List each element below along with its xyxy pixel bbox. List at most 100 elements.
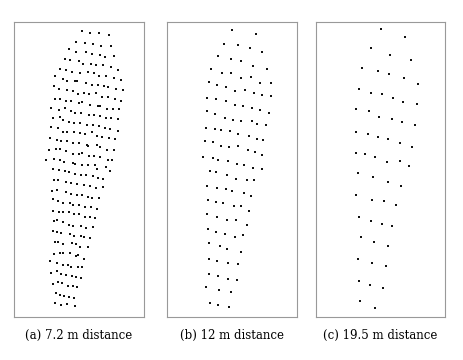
Point (205, 80, 213, 85)
Point (354, 214, 362, 220)
Point (86, 102, 94, 108)
Point (76, 244, 84, 250)
Point (46, 135, 54, 141)
Point (82, 225, 90, 231)
Point (66, 231, 74, 237)
Point (57, 302, 64, 308)
Point (59, 219, 67, 225)
Point (253, 121, 260, 127)
Point (95, 123, 102, 129)
Point (385, 52, 393, 58)
Point (64, 262, 71, 268)
Point (98, 94, 106, 100)
Point (81, 214, 88, 220)
Point (239, 232, 247, 238)
Point (48, 188, 56, 194)
Point (247, 75, 254, 80)
Point (115, 106, 122, 112)
Point (57, 231, 65, 237)
Point (61, 159, 68, 165)
Point (47, 270, 54, 276)
Point (55, 86, 63, 91)
Point (90, 112, 98, 118)
Point (56, 209, 63, 215)
Point (71, 172, 79, 177)
Point (213, 53, 221, 58)
Point (211, 111, 219, 117)
Point (52, 290, 60, 296)
Point (51, 239, 58, 244)
Point (68, 108, 75, 114)
Point (75, 59, 82, 64)
Point (74, 252, 81, 258)
Point (209, 155, 216, 161)
Point (358, 65, 365, 71)
Point (83, 141, 91, 147)
Point (243, 177, 250, 183)
Point (63, 138, 71, 144)
Point (84, 143, 92, 149)
Point (231, 88, 238, 94)
Point (75, 203, 82, 208)
Point (62, 273, 69, 278)
Point (224, 260, 231, 266)
Point (85, 153, 92, 159)
Point (101, 125, 109, 131)
Point (212, 199, 219, 205)
Point (65, 46, 73, 52)
Point (202, 284, 209, 290)
Point (374, 114, 382, 120)
Point (56, 96, 64, 102)
Point (237, 249, 244, 255)
Point (214, 273, 221, 279)
Point (219, 200, 226, 206)
Point (267, 80, 274, 86)
Point (68, 273, 75, 278)
Point (69, 140, 76, 146)
Point (71, 78, 79, 84)
Point (110, 53, 117, 59)
Point (213, 96, 220, 102)
Point (231, 234, 238, 240)
Point (389, 95, 396, 101)
Point (111, 136, 119, 142)
Point (96, 154, 103, 160)
Point (203, 211, 211, 216)
Point (384, 71, 392, 77)
Point (226, 70, 234, 76)
Point (75, 211, 82, 216)
Point (55, 279, 62, 285)
Point (61, 168, 68, 174)
Point (49, 116, 56, 121)
Point (232, 277, 240, 283)
Point (92, 62, 99, 68)
Point (211, 126, 218, 132)
Point (75, 91, 82, 97)
Point (69, 223, 77, 229)
Point (110, 147, 118, 152)
Point (86, 214, 93, 220)
Point (54, 188, 61, 193)
Point (356, 298, 363, 304)
Point (265, 111, 272, 116)
Point (64, 283, 71, 288)
Point (101, 54, 109, 60)
Point (80, 256, 88, 262)
Point (77, 275, 85, 281)
Point (204, 197, 211, 203)
Point (250, 91, 257, 96)
Point (102, 116, 110, 121)
Point (81, 131, 88, 137)
Text: (b) 12 m distance: (b) 12 m distance (180, 329, 283, 342)
Point (51, 96, 58, 102)
Point (71, 303, 78, 309)
Point (251, 149, 258, 155)
Point (68, 240, 75, 246)
Point (55, 177, 62, 183)
Point (70, 211, 78, 216)
Point (82, 80, 90, 86)
Point (257, 92, 265, 98)
Point (234, 143, 241, 149)
Point (99, 176, 106, 181)
Point (75, 140, 82, 146)
